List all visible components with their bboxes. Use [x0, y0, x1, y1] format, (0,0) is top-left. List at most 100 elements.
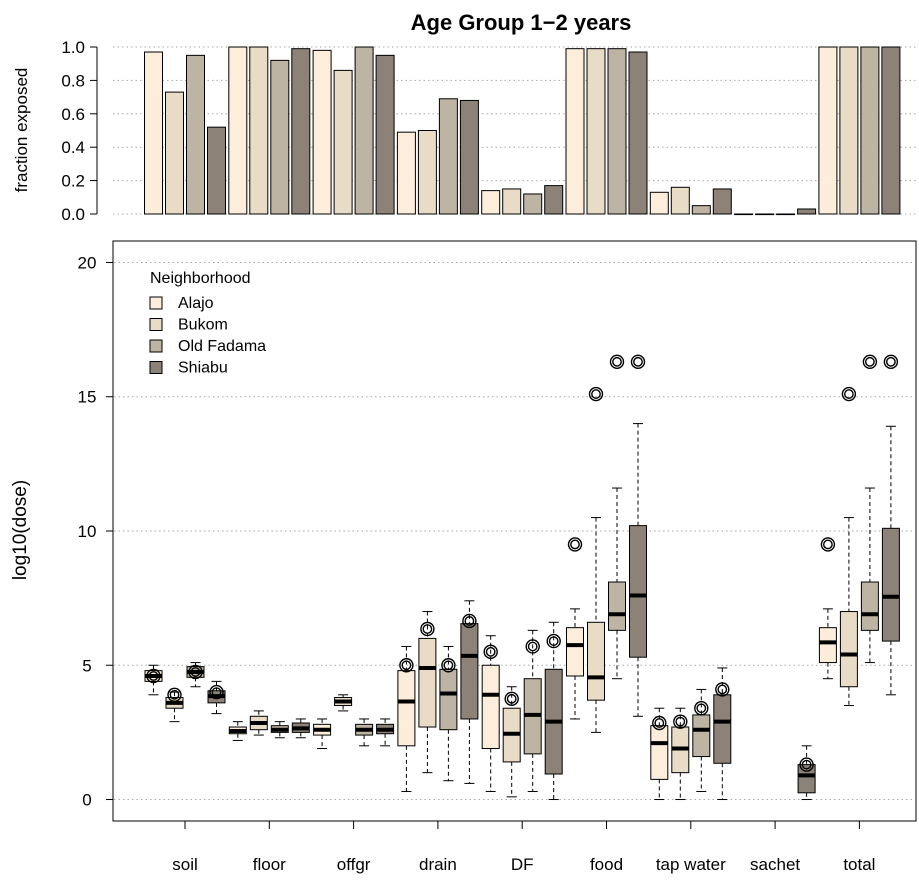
- bar-bukom: [502, 188, 522, 215]
- box-iqr: [608, 581, 626, 631]
- top-y-tick-label: 0.2: [61, 172, 85, 191]
- bar-alajo: [228, 46, 248, 215]
- bottom-y-tick-label: 20: [78, 253, 97, 272]
- bar-shiabu: [628, 51, 648, 215]
- box-iqr: [650, 725, 669, 780]
- boxplot-alajo: [397, 645, 416, 792]
- bottom-y-tick-label: 0: [82, 791, 91, 810]
- boxplot-bukom: [249, 710, 268, 736]
- boxplot-alajo: [650, 707, 669, 801]
- boxplot-bukom: [502, 686, 521, 798]
- bar-bukom: [165, 91, 184, 215]
- outlier-point-inner: [612, 356, 622, 367]
- bar-alajo: [312, 49, 332, 215]
- bar-bukom: [839, 46, 859, 215]
- bar-alajo: [818, 46, 838, 215]
- boxplot-shiabu: [713, 667, 732, 801]
- outlier-point: [841, 386, 857, 402]
- boxplot-old-fadama: [270, 721, 289, 739]
- bottom-y-tick-label: 5: [82, 656, 91, 675]
- top-y-tick-label: 0.6: [61, 105, 85, 124]
- outlier-point-inner: [401, 660, 412, 671]
- bar-alajo: [734, 213, 754, 216]
- boxplot-bukom: [165, 687, 184, 723]
- outlier-point: [462, 613, 477, 629]
- legend-label: Old Fadama: [178, 338, 266, 355]
- bar-alajo: [144, 51, 163, 215]
- boxplot-bukom: [587, 386, 605, 733]
- boxplot-bukom: [671, 707, 690, 801]
- bottom-y-axis: 0 5 10 15 20: [78, 253, 113, 810]
- boxplot-shiabu: [629, 354, 647, 717]
- boxplot-old-fadama: [439, 645, 458, 782]
- boxplot-shiabu: [376, 718, 395, 747]
- outlier-point-inner: [654, 718, 665, 728]
- boxplot-shiabu: [797, 745, 816, 801]
- bar-bukom: [249, 46, 269, 215]
- bottom-y-axis-label: log10(dose): [10, 480, 31, 580]
- boxplot-alajo: [228, 721, 247, 741]
- bar-bukom: [586, 48, 606, 215]
- outlier-point: [209, 684, 224, 700]
- x-tick-label: food: [590, 855, 623, 874]
- x-tick-label: offgr: [337, 855, 371, 874]
- outlier-point-inner: [443, 660, 454, 671]
- outlier-point: [799, 757, 814, 772]
- bar-old-fadama: [860, 46, 880, 215]
- boxplot-old-fadama: [692, 688, 711, 792]
- outlier-point-inner: [464, 616, 475, 626]
- outlier-point-inner: [591, 389, 601, 399]
- boxplot-old-fadama: [523, 629, 542, 792]
- x-tick-label: tap water: [656, 855, 726, 874]
- top-y-tick-label: 0.0: [61, 205, 85, 224]
- outlier-point: [820, 537, 836, 552]
- outlier-point: [525, 639, 540, 654]
- bar-alajo: [481, 190, 501, 215]
- bar-shiabu: [797, 208, 817, 215]
- bar-shiabu: [544, 185, 564, 215]
- bar-alajo: [396, 131, 416, 215]
- x-tick-label: DF: [511, 855, 534, 874]
- outlier-point: [483, 644, 498, 660]
- box-iqr: [692, 714, 711, 758]
- box-iqr: [881, 527, 900, 642]
- box-iqr: [418, 637, 437, 728]
- outlier-point-inner: [886, 356, 896, 367]
- outlier-point: [420, 621, 435, 637]
- top-y-tick-label: 0.8: [61, 71, 85, 90]
- boxplots: [144, 354, 900, 801]
- top-y-tick-label: 1.0: [61, 38, 85, 57]
- bar-alajo: [565, 48, 585, 215]
- boxplot-shiabu: [207, 680, 226, 715]
- outlier-point: [504, 691, 519, 707]
- bar-bukom: [670, 186, 690, 215]
- bar-old-fadama: [776, 213, 796, 216]
- outlier-point: [694, 701, 709, 716]
- outlier-point-inner: [506, 693, 517, 704]
- bar-old-fadama: [186, 54, 205, 215]
- box-iqr: [860, 581, 879, 631]
- box-iqr: [713, 694, 732, 764]
- box-iqr: [439, 668, 458, 731]
- bar-shiabu: [207, 126, 226, 215]
- outlier-point-inner: [675, 716, 686, 727]
- box-iqr: [629, 525, 647, 658]
- x-tick-label: soil: [172, 855, 198, 874]
- legend-label: Alajo: [178, 295, 214, 312]
- bottom-grid: [114, 261, 915, 801]
- bar-old-fadama: [523, 193, 543, 215]
- box-iqr: [818, 627, 837, 664]
- outlier-point: [188, 664, 203, 680]
- outlier-point: [630, 354, 646, 370]
- outlier-point: [167, 687, 182, 702]
- outlier-point-inner: [485, 646, 496, 657]
- boxplot-bukom: [334, 694, 353, 712]
- boxplot-old-fadama: [355, 718, 374, 747]
- x-tick-label: sachet: [750, 855, 800, 874]
- outlier-point-inner: [717, 684, 728, 695]
- legend-swatch-shiabu: [149, 361, 163, 374]
- box-iqr: [839, 611, 858, 688]
- bar-bukom: [417, 130, 437, 215]
- outlier-point-inner: [865, 356, 875, 367]
- boxplot-old-fadama: [186, 662, 205, 688]
